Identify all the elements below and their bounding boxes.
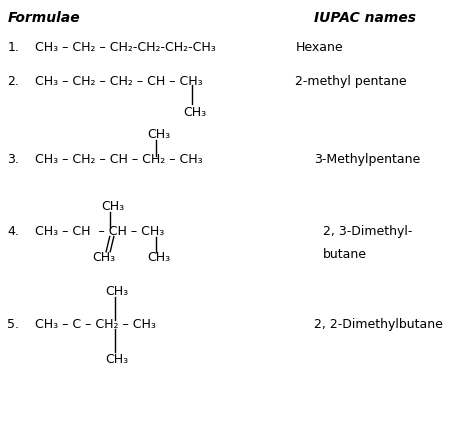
Text: 3-Methylpentane: 3-Methylpentane bbox=[314, 153, 420, 166]
Text: 4.: 4. bbox=[8, 225, 19, 238]
Text: Hexane: Hexane bbox=[295, 41, 343, 54]
Text: 3.: 3. bbox=[8, 153, 19, 166]
Text: Formulae: Formulae bbox=[8, 11, 80, 24]
Text: CH₃ – C – CH₂ – CH₃: CH₃ – C – CH₂ – CH₃ bbox=[35, 318, 155, 331]
Text: 5.: 5. bbox=[8, 318, 19, 331]
Text: CH₃: CH₃ bbox=[101, 200, 124, 213]
Text: butane: butane bbox=[323, 248, 367, 261]
Text: 2-methyl pentane: 2-methyl pentane bbox=[295, 75, 407, 88]
Text: CH₃ – CH₂ – CH₂-CH₂-CH₂-CH₃: CH₃ – CH₂ – CH₂-CH₂-CH₂-CH₃ bbox=[35, 41, 216, 54]
Text: 2, 3-Dimethyl-: 2, 3-Dimethyl- bbox=[323, 225, 412, 238]
Text: CH₃: CH₃ bbox=[147, 251, 170, 264]
Text: 2.: 2. bbox=[8, 75, 19, 88]
Text: CH₃: CH₃ bbox=[106, 285, 129, 298]
Text: CH₃ – CH₂ – CH – CH₂ – CH₃: CH₃ – CH₂ – CH – CH₂ – CH₃ bbox=[35, 153, 202, 166]
Text: CH₃: CH₃ bbox=[92, 251, 115, 264]
Text: CH₃: CH₃ bbox=[106, 353, 129, 366]
Text: CH₃ – CH  – CH – CH₃: CH₃ – CH – CH – CH₃ bbox=[35, 225, 164, 238]
Text: CH₃: CH₃ bbox=[183, 106, 207, 119]
Text: CH₃ – CH₂ – CH₂ – CH – CH₃: CH₃ – CH₂ – CH₂ – CH – CH₃ bbox=[35, 75, 202, 88]
Text: IUPAC names: IUPAC names bbox=[314, 11, 416, 24]
Text: CH₃: CH₃ bbox=[147, 128, 170, 142]
Text: 2, 2-Dimethylbutane: 2, 2-Dimethylbutane bbox=[314, 318, 443, 331]
Text: 1.: 1. bbox=[8, 41, 19, 54]
